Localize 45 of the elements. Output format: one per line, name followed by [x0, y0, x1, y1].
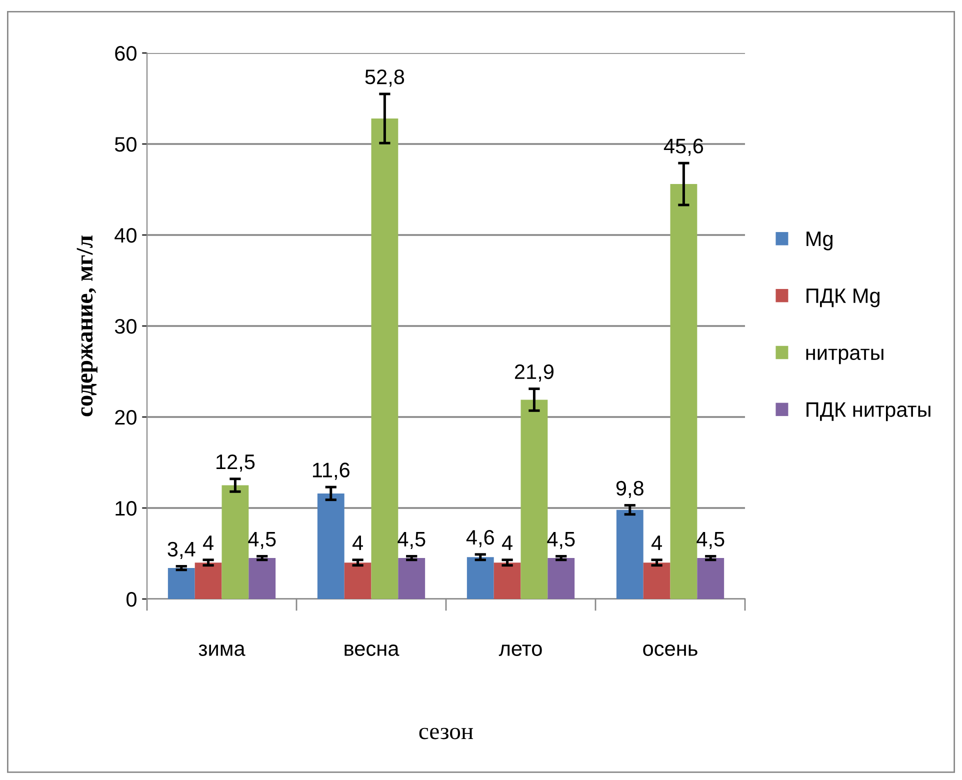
data-label: 11,6 — [312, 462, 350, 480]
bar — [398, 558, 426, 599]
bar — [317, 493, 344, 599]
data-label: 4,6 — [466, 530, 494, 548]
y-tick-label: 10 — [116, 501, 136, 516]
bar — [371, 118, 398, 599]
bar — [670, 184, 698, 599]
data-label: 4 — [502, 536, 512, 550]
y-tick-label: 30 — [114, 319, 136, 334]
bar — [697, 558, 724, 599]
data-label: 12,5 — [216, 454, 255, 472]
y-axis-title: содержание, мг/л — [76, 236, 98, 416]
bar — [466, 557, 494, 599]
bar — [494, 562, 521, 599]
data-label: 52,8 — [365, 70, 404, 87]
bar — [222, 485, 249, 599]
bar — [616, 510, 644, 599]
bar — [168, 568, 195, 599]
x-axis-title: сезон — [419, 728, 474, 740]
bar — [194, 562, 222, 599]
y-tick-label: 0 — [126, 592, 136, 607]
data-label: 45,6 — [664, 138, 704, 156]
legend-label: нитраты — [806, 348, 884, 364]
data-label: 4 — [352, 536, 363, 550]
y-tick-label: 40 — [114, 228, 136, 243]
y-tick-label: 60 — [115, 46, 136, 61]
data-label: 4 — [651, 536, 662, 550]
bar — [248, 558, 276, 599]
x-tick-label: лето — [498, 644, 542, 656]
y-tick-label: 50 — [114, 137, 136, 152]
bar — [548, 558, 575, 599]
x-tick-label: весна — [344, 644, 400, 656]
bar — [520, 400, 548, 599]
x-tick-label: осень — [643, 644, 698, 656]
data-label: 4 — [202, 536, 214, 550]
x-tick-label: зима — [198, 644, 246, 656]
legend-label: Mg — [806, 232, 832, 250]
bar — [344, 562, 372, 599]
data-label: 21,9 — [514, 364, 554, 382]
bar — [643, 562, 670, 599]
data-label: 9,8 — [616, 480, 644, 498]
legend-label: ПДК нитраты — [806, 402, 930, 422]
y-tick-label: 20 — [115, 410, 136, 425]
legend-label: ПДК Mg — [806, 288, 880, 308]
data-label: 3,4 — [168, 542, 196, 560]
